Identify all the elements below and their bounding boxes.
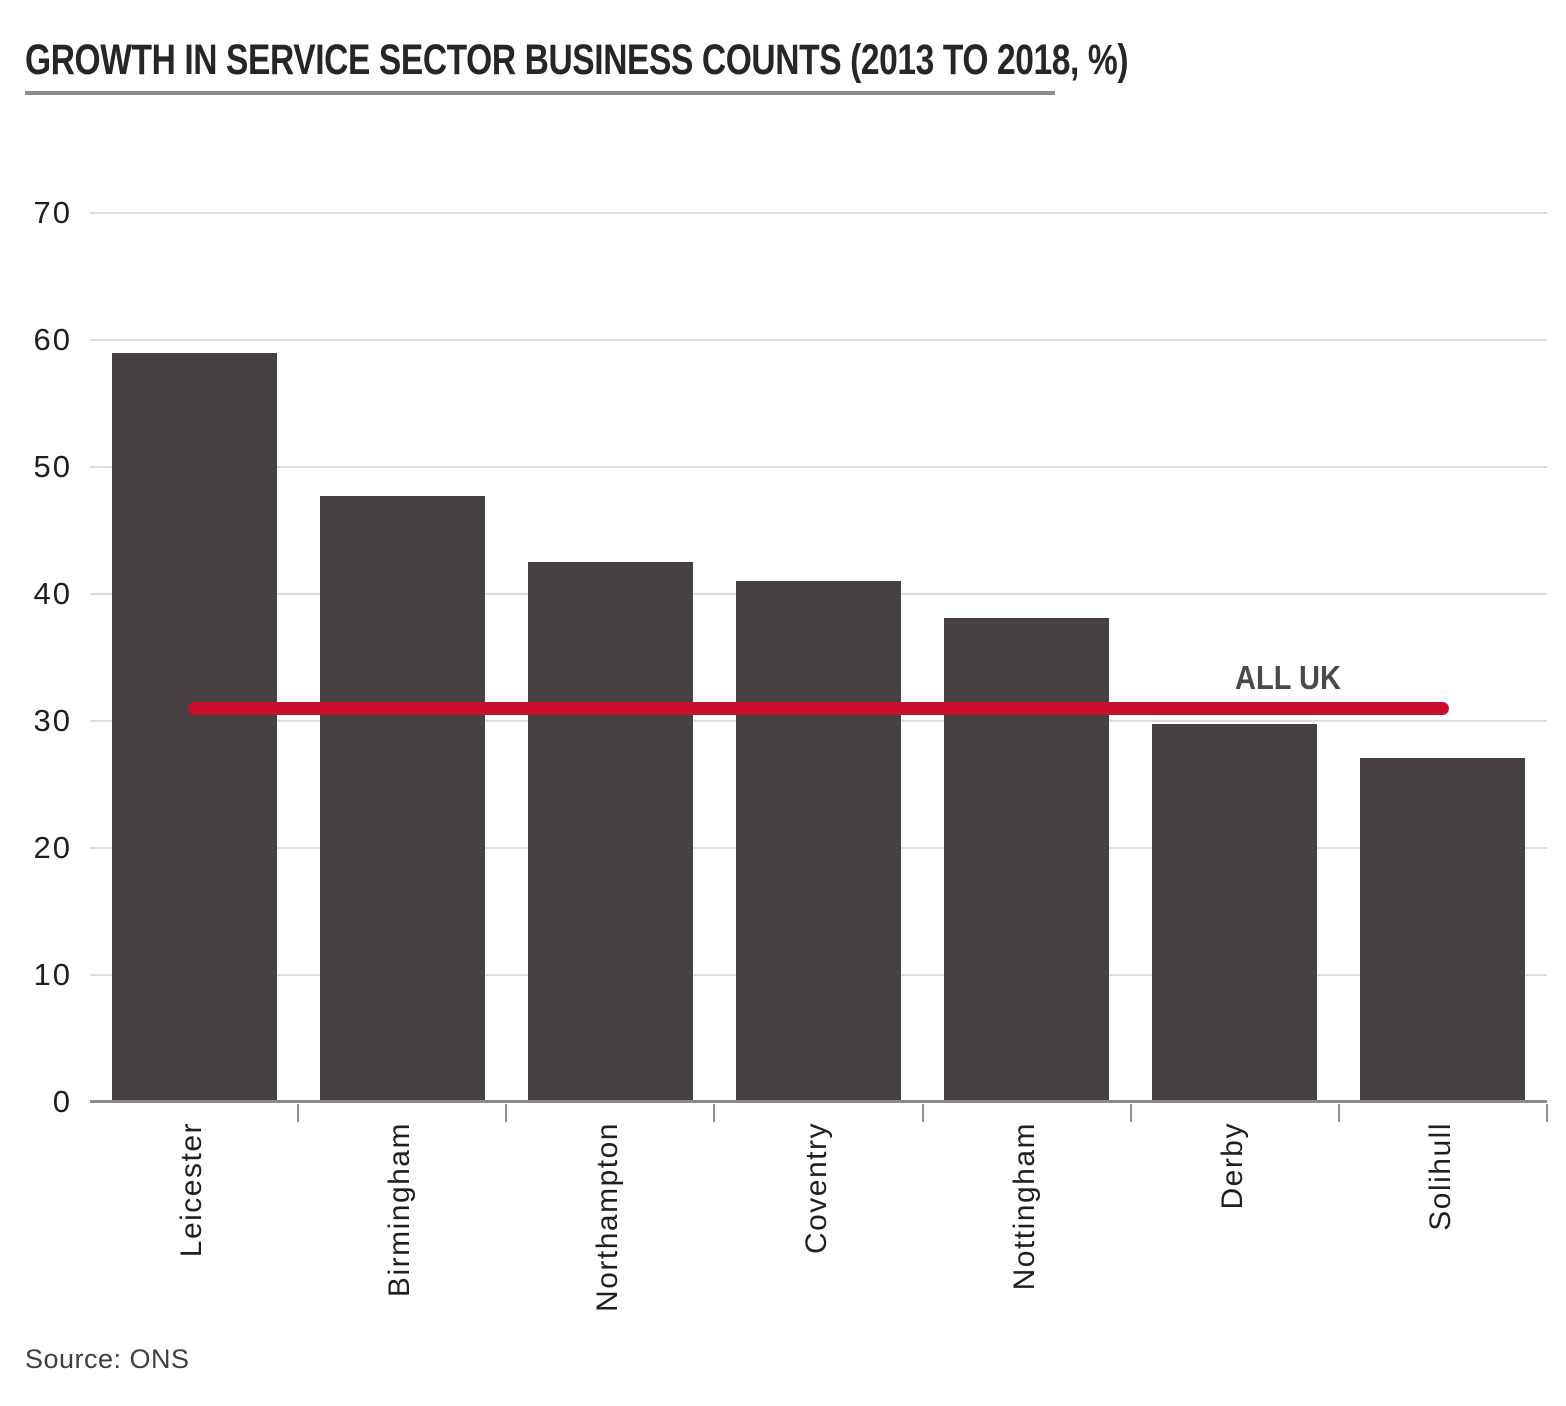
source-note: Source: ONS	[25, 1344, 190, 1374]
all-uk-reference-line	[187, 701, 1450, 715]
x-axis-tick-4	[921, 1104, 924, 1122]
y-tick-label-70: 70	[33, 195, 72, 230]
chart-title: GROWTH IN SERVICE SECTOR BUSINESS COUNTS…	[25, 36, 1129, 84]
x-label-solihull: Solihull	[1423, 1122, 1457, 1231]
y-tick-label-60: 60	[33, 322, 72, 357]
y-tick-label-40: 40	[33, 576, 72, 611]
bar-derby	[1152, 723, 1318, 1102]
x-axis-tick-5	[1129, 1104, 1132, 1122]
x-label-northampton: Northampton	[591, 1122, 625, 1312]
x-axis-tick-2	[505, 1104, 508, 1122]
bar-leicester	[111, 352, 277, 1102]
bar-coventry	[736, 581, 901, 1102]
title-underline	[25, 91, 1055, 95]
x-label-birmingham: Birmingham	[383, 1122, 417, 1298]
gridline-y-50	[90, 466, 1547, 468]
y-tick-label-50: 50	[33, 449, 72, 484]
y-tick-label-10: 10	[33, 957, 72, 992]
bar-northampton	[527, 562, 693, 1102]
x-label-derby: Derby	[1215, 1122, 1249, 1210]
y-tick-label-30: 30	[33, 703, 72, 738]
x-axis-line	[90, 1100, 1547, 1103]
y-tick-label-20: 20	[33, 830, 72, 865]
x-axis-tick-7	[1546, 1104, 1548, 1122]
x-axis-tick-6	[1337, 1104, 1340, 1122]
x-label-nottingham: Nottingham	[1007, 1122, 1041, 1291]
bar-nottingham	[944, 618, 1110, 1102]
gridline-y-70	[90, 212, 1547, 214]
bar-solihull	[1360, 757, 1526, 1102]
gridline-y-60	[90, 339, 1547, 341]
x-axis-tick-1	[297, 1104, 300, 1122]
bar-birmingham	[319, 496, 485, 1102]
x-axis-tick-3	[713, 1104, 716, 1122]
x-label-leicester: Leicester	[175, 1122, 209, 1258]
x-label-coventry: Coventry	[799, 1122, 833, 1255]
y-tick-label-0: 0	[52, 1084, 72, 1119]
all-uk-label: ALL UK	[1235, 659, 1341, 697]
